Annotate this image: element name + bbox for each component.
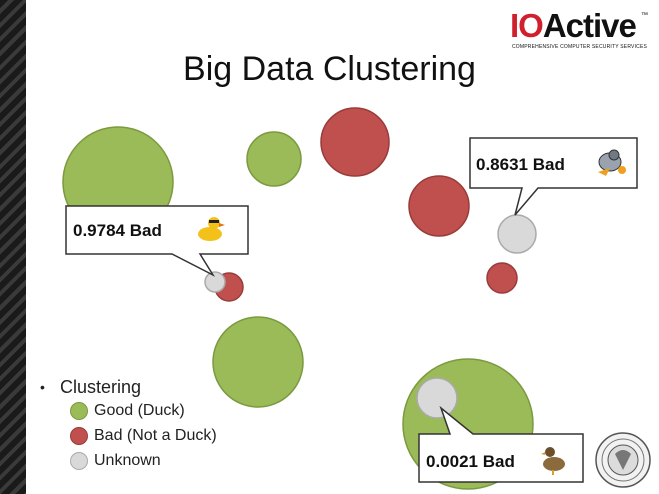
legend-label-bad: Bad (Not a Duck) <box>94 426 217 444</box>
legend: • Clustering Good (Duck) Bad (Not a Duck… <box>40 376 217 473</box>
duck-icon <box>541 447 565 475</box>
unknown-point-left <box>204 271 226 293</box>
good-swatch-icon <box>70 401 88 420</box>
unknown-point-right <box>497 214 537 254</box>
legend-label-good: Good (Duck) <box>94 401 185 419</box>
rubber-duck-icon <box>198 217 225 241</box>
logo-tm: ™ <box>641 12 648 19</box>
logo-wordmark: IOActive <box>510 7 637 44</box>
slide-title: Big Data Clustering <box>183 50 476 88</box>
legend-heading: Clustering <box>60 376 142 397</box>
logo-io: IO <box>510 7 544 44</box>
unknown-swatch-icon <box>70 451 88 470</box>
callout-label-3: 0.0021 Bad <box>426 452 515 471</box>
callout-0-0021: 0.0021 Bad <box>418 405 584 483</box>
callout-label-2: 0.8631 Bad <box>476 155 565 174</box>
logo-tagline: COMPREHENSIVE COMPUTER SECURITY SERVICES <box>512 44 648 50</box>
ioactive-logo: IOActive ™ COMPREHENSIVE COMPUTER SECURI… <box>510 7 650 51</box>
legend-label-unknown: Unknown <box>94 451 161 469</box>
good-cluster-small-top <box>246 131 302 187</box>
legend-item-bad: Bad (Not a Duck) <box>70 423 217 448</box>
bad-cluster-right <box>408 175 470 237</box>
robot-duck-icon <box>598 149 626 176</box>
callout-0-9784: 0.9784 Bad <box>65 205 249 277</box>
callout-label-1: 0.9784 Bad <box>73 221 162 240</box>
legend-heading-row: • Clustering <box>40 376 217 398</box>
logo-active: Active <box>542 7 637 44</box>
bad-swatch-icon <box>70 426 88 445</box>
legend-item-good: Good (Duck) <box>70 398 217 423</box>
side-stripe <box>0 0 26 494</box>
bad-cluster-small-right <box>486 262 518 294</box>
good-cluster-middle <box>212 316 304 408</box>
seal-emblem-icon <box>595 432 651 488</box>
unknown-point-bottom <box>416 377 458 419</box>
callout-0-8631: 0.8631 Bad <box>469 137 638 216</box>
bullet-icon: • <box>40 379 45 395</box>
legend-item-unknown: Unknown <box>70 448 217 473</box>
bad-cluster-top <box>320 107 390 177</box>
